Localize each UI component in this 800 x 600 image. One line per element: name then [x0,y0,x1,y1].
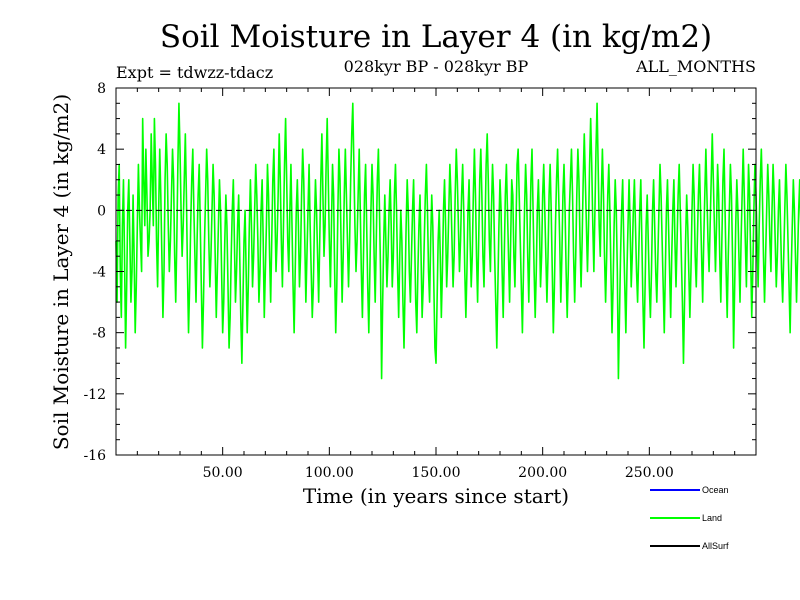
y-tick-label: -4 [92,265,106,281]
y-tick-label: 4 [97,142,106,158]
legend-label-allsurf: AllSurf [702,541,729,551]
legend: Ocean Land AllSurf [650,485,729,551]
legend-label-land: Land [702,513,722,523]
months-label: ALL_MONTHS [635,57,756,76]
chart-title: Soil Moisture in Layer 4 (in kg/m2) [160,19,712,55]
y-tick-label: 8 [97,81,106,97]
plot-area [115,87,800,456]
chart-subtitle: 028kyr BP - 028kyr BP [344,57,529,76]
x-tick-label: 100.00 [305,465,354,481]
y-tick-label: -16 [83,448,106,464]
x-tick-label: 50.00 [203,465,243,481]
plot-frame [115,87,757,456]
y-tick-label: -8 [92,326,106,342]
y-axis-label: Soil Moisture in Layer 4 (in kg/m2) [49,94,73,450]
legend-label-ocean: Ocean [702,485,729,495]
y-tick-label: 0 [97,203,106,219]
x-axis-label: Time (in years since start) [303,484,569,508]
x-tick-label: 250.00 [625,465,674,481]
series-line-land [115,102,800,380]
x-tick-label: 200.00 [518,465,567,481]
y-tick-label: -12 [83,387,106,403]
experiment-label: Expt = tdwzz-tdacz [116,63,273,82]
x-tick-label: 150.00 [412,465,461,481]
